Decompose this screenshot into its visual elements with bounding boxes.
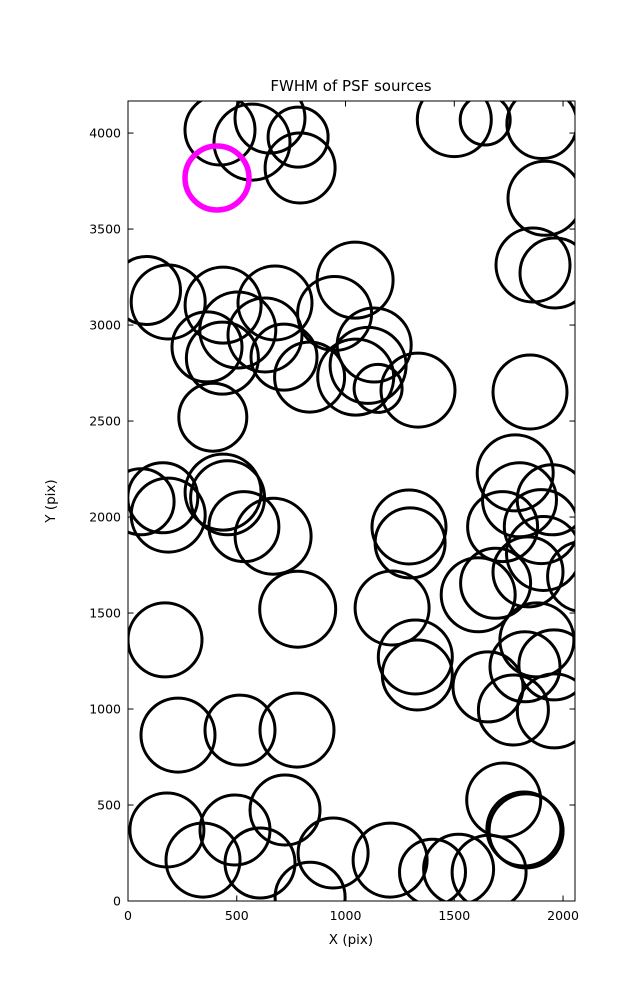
psf-source-marker (506, 159, 575, 237)
psf-source-marker (212, 102, 292, 182)
plot-title: FWHM of PSF sources (270, 77, 431, 95)
y-tick-label: 1000 (89, 702, 121, 717)
psf-source-marker (177, 381, 249, 453)
psf-source-marker (164, 821, 242, 899)
psf-source-marker (207, 490, 281, 564)
x-tick-label: 2000 (547, 908, 579, 923)
psf-source-marker (328, 325, 408, 405)
y-axis-label: Y (pix) (43, 479, 59, 523)
psf-source-marker (450, 833, 528, 901)
psf-source-marker (465, 761, 543, 839)
psf-source-marker (170, 310, 244, 384)
psf-source-marker (515, 672, 575, 750)
psf-source-marker (233, 496, 313, 576)
psf-source-marker (352, 362, 404, 414)
psf-source-marker (248, 773, 322, 847)
psf-source-marker (485, 790, 563, 868)
psf-source-marker (466, 490, 540, 564)
x-tick-label: 1500 (438, 908, 470, 923)
psf-source-marker (258, 569, 338, 649)
psf-source-marker (488, 630, 562, 704)
psf-source-marker (498, 601, 575, 679)
psf-source-marker (379, 351, 457, 429)
x-tick-label: 1000 (330, 908, 362, 923)
psf-source-marker (439, 556, 517, 634)
psf-source-marker (129, 263, 207, 341)
y-tick-label: 500 (97, 798, 121, 813)
psf-source-marker (546, 540, 575, 613)
psf-source-marker (422, 832, 496, 901)
psf-source-marker (128, 601, 204, 679)
psf-source-marker (273, 340, 347, 414)
psf-source-marker (373, 506, 447, 580)
psf-source-marker (128, 461, 200, 535)
psf-source-marker (296, 816, 370, 890)
psf-source-marker (203, 693, 277, 767)
y-tick-label: 0 (113, 894, 121, 909)
psf-source-marker (129, 476, 207, 554)
psf-source-marker (505, 101, 575, 160)
psf-source-marker (184, 320, 260, 396)
psf-source-marker (398, 837, 467, 901)
psf-source-marker (487, 792, 565, 870)
psf-source-marker (266, 105, 330, 169)
y-tick-label: 2000 (89, 510, 121, 525)
psf-source-marker (198, 793, 272, 867)
psf-source-marker (458, 101, 512, 147)
psf-source-marker (380, 638, 454, 712)
y-tick-label: 4000 (89, 126, 121, 141)
psf-source-marker (376, 618, 454, 696)
x-tick-label: 500 (225, 908, 249, 923)
plot-frame (127, 100, 576, 902)
psf-source-marker (370, 488, 448, 566)
psf-source-marker (226, 296, 304, 374)
psf-source-marker (518, 236, 575, 310)
psf-source-marker (183, 265, 263, 345)
psf-source-marker (491, 353, 569, 431)
psf-source-marker (517, 628, 575, 702)
psf-source-marker (491, 535, 565, 609)
psf-source-marker (183, 452, 263, 532)
psf-source-marker (249, 322, 319, 392)
psf-source-marker (476, 673, 550, 747)
y-tick-label: 2500 (89, 414, 121, 429)
psf-source-marker (315, 240, 395, 320)
psf-source-marker (353, 569, 431, 647)
psf-sources-layer (128, 101, 575, 901)
psf-source-marker (459, 546, 533, 620)
y-tick-label: 3000 (89, 318, 121, 333)
psf-source-marker (505, 515, 575, 592)
psf-source-marker (223, 826, 297, 900)
x-tick-label: 0 (124, 908, 132, 923)
psf-source-marker (233, 101, 307, 155)
psf-source-marker (128, 255, 182, 326)
psf-source-marker (451, 650, 525, 724)
highlighted-psf-source-marker (182, 143, 252, 213)
psf-source-marker (263, 131, 337, 205)
psf-source-marker (139, 696, 217, 774)
psf-source-marker (502, 488, 575, 566)
y-tick-label: 3500 (89, 222, 121, 237)
x-axis-label: X (pix) (329, 932, 373, 948)
psf-source-marker (475, 433, 555, 513)
psf-source-marker (258, 691, 336, 769)
axes-layer: 0 500 1000 1500 2000 0 500 1000 1500 2000 2500 3000… (89, 100, 579, 923)
y-tick-label: 1500 (89, 606, 121, 621)
psf-source-marker (351, 821, 429, 899)
psf-source-marker (415, 101, 493, 159)
